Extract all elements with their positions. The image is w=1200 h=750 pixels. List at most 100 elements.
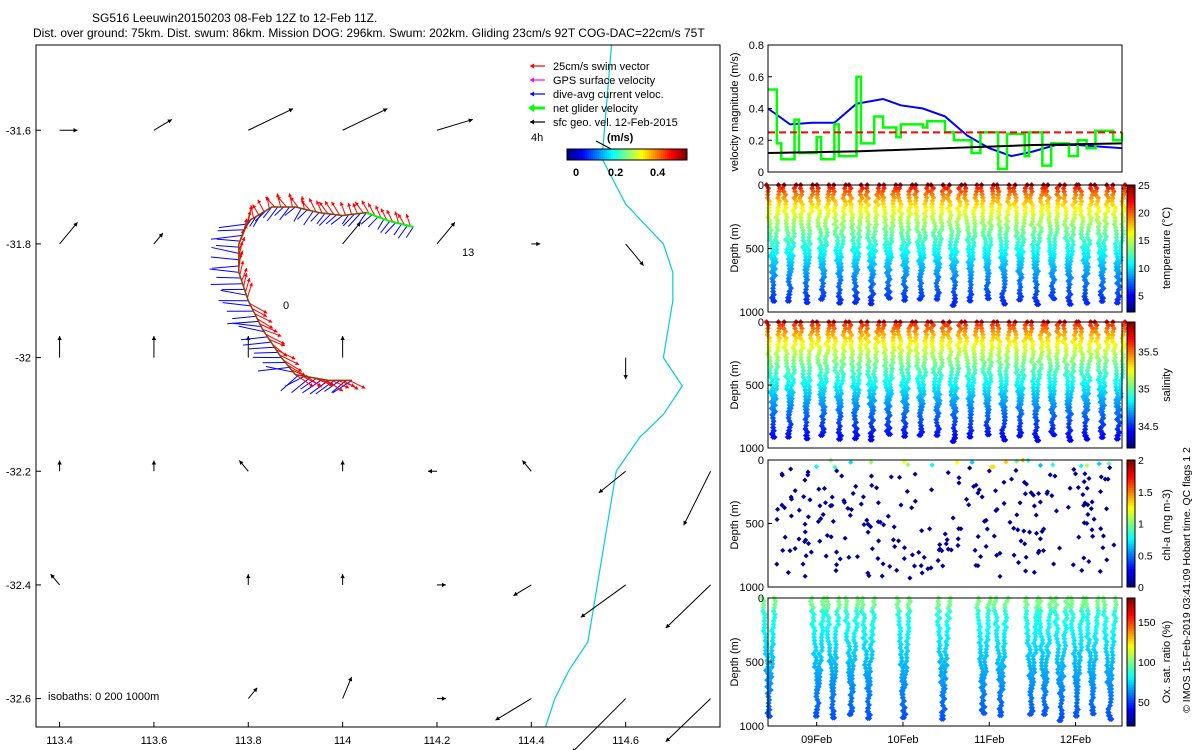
temp-cb-label: 25 — [1138, 180, 1150, 192]
temp-point — [842, 198, 849, 205]
temp-point — [765, 204, 772, 211]
geo-vector — [342, 222, 361, 245]
sal-ytick-label: 1000 — [740, 443, 764, 455]
temp-point — [849, 247, 856, 254]
swim-vector-head — [239, 241, 244, 246]
temp-point — [870, 251, 877, 258]
chl-point — [1098, 526, 1104, 532]
chl-point — [1078, 463, 1084, 469]
map-xtick-label: 114 — [334, 735, 352, 747]
swim-vector — [287, 364, 306, 377]
chl-point — [1088, 506, 1094, 512]
chl-point — [919, 528, 925, 534]
temp-point — [935, 245, 942, 252]
chl-point — [1031, 569, 1037, 575]
temp-point — [901, 275, 908, 281]
chl-point — [1080, 492, 1086, 498]
colorbar-cell — [619, 149, 622, 160]
temp-point — [952, 242, 959, 248]
chl-point — [1070, 562, 1076, 568]
temp-point — [904, 271, 910, 278]
chl-point — [905, 462, 911, 468]
temp-point — [896, 207, 903, 214]
title-line1: SG516 Leeuwin20150203 08-Feb 12Z to 12-F… — [92, 11, 377, 25]
temp-point — [980, 229, 986, 236]
dac-vector — [210, 256, 239, 261]
swim-vector-head — [280, 340, 285, 345]
chl-cb-label: 0 — [1138, 582, 1144, 594]
dac-vector — [212, 265, 239, 269]
colorbar-cell — [675, 149, 678, 160]
temp-point — [814, 204, 820, 211]
swim-vector-head — [352, 203, 357, 208]
sal-ytick-label: 0 — [758, 317, 764, 329]
temp-point — [997, 201, 1003, 208]
legend-swim: 25cm/s swim vector — [530, 61, 650, 73]
dac-vector — [284, 206, 296, 216]
legend-net: net glider velocity — [528, 103, 638, 115]
colorbar-cell — [645, 149, 648, 160]
map-ytick-label: -32.4 — [6, 580, 31, 592]
temp-point — [948, 235, 955, 242]
swim-vector-head — [247, 211, 252, 216]
temp-point — [853, 260, 860, 267]
colorbar-cell — [615, 149, 618, 160]
chl-point — [942, 531, 948, 537]
colorbar-cell — [677, 149, 680, 160]
chl-point — [873, 485, 880, 491]
geo-vector — [665, 584, 711, 629]
chl-cb-label: 1 — [1138, 519, 1144, 531]
temp-point — [939, 207, 945, 214]
geo-vector-head — [288, 108, 294, 113]
swim-vector-head — [268, 319, 273, 323]
map-legend: 25cm/s swim vector GPS surface velocity … — [528, 61, 688, 179]
chl-point — [912, 471, 918, 477]
temp-point — [815, 220, 821, 226]
temp-point — [936, 229, 943, 236]
chl-point — [1009, 476, 1015, 482]
swim-vector — [275, 349, 296, 360]
geo-vector-head — [522, 460, 527, 465]
sal-ytick-label: 500 — [746, 380, 764, 392]
temp-point — [982, 248, 988, 255]
temp-point — [987, 235, 994, 242]
colorbar-cell — [685, 149, 688, 160]
chl-cb-label: 0.5 — [1138, 550, 1153, 562]
sal-cb-label: 35.5 — [1138, 347, 1159, 359]
colorbar-cell — [573, 149, 576, 160]
chl-point — [956, 475, 962, 481]
chl-point — [774, 561, 780, 567]
temp-point — [882, 232, 889, 239]
colorbar-cell — [603, 149, 606, 160]
swim-vector-head — [276, 193, 280, 198]
dac-vector — [220, 289, 247, 296]
temp-cb-label: 20 — [1138, 208, 1150, 220]
temp-point — [986, 248, 992, 255]
swim-vector-head — [355, 201, 359, 206]
temp-point — [962, 191, 968, 198]
geo-vector-head — [468, 118, 473, 123]
geo-vector-head — [382, 108, 388, 113]
temp-point — [817, 229, 824, 236]
chl-point — [1107, 465, 1113, 471]
chl-point — [807, 497, 813, 503]
chl-point — [839, 473, 845, 479]
chl-point — [1103, 506, 1110, 512]
temp-cb-label: 10 — [1138, 263, 1150, 275]
temp-point — [898, 246, 905, 252]
chl-point — [796, 536, 802, 542]
temp-point — [773, 249, 780, 256]
swim-vector — [265, 333, 286, 345]
temp-cb-label: 5 — [1138, 290, 1144, 302]
temp-point — [966, 249, 972, 256]
temp-point — [966, 298, 973, 304]
geo-vector-head — [167, 119, 172, 124]
chl-point — [992, 488, 999, 494]
chl-point — [892, 544, 898, 550]
swim-vector-head — [347, 202, 352, 207]
chl-point — [1001, 500, 1007, 506]
chl-point — [1001, 479, 1007, 485]
chl-point — [955, 536, 961, 542]
